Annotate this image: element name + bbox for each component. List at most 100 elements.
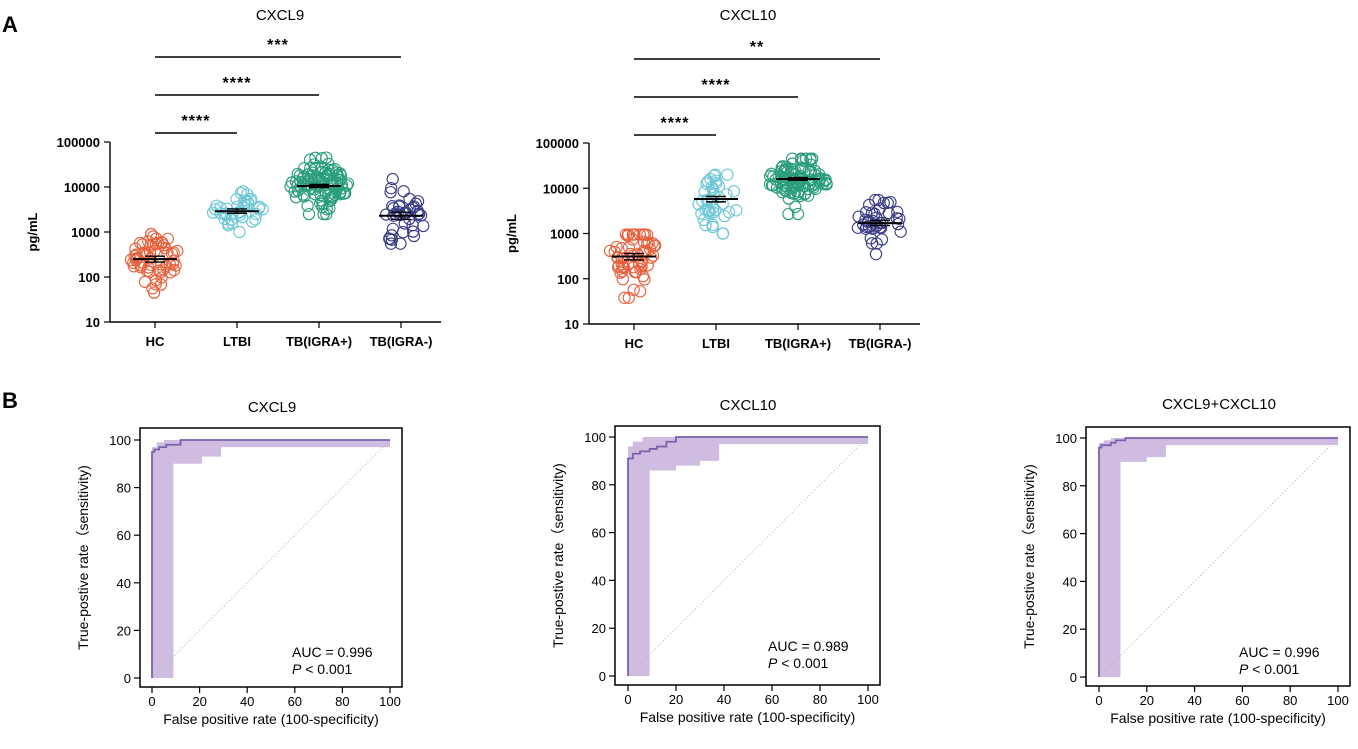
y-tick-label: 80 [117,481,131,496]
p-value: < 0.001 [301,661,352,677]
y-tick-label: 80 [592,478,606,493]
group-hc [603,228,662,304]
y-tick-label: 0 [1070,670,1077,685]
data-point [407,229,421,243]
plot-frame [139,427,403,688]
x-tick-label: TB(IGRA+) [765,336,831,351]
data-point [302,207,316,221]
y-tick-label: 20 [117,623,131,638]
data-point [291,167,304,181]
data-point [616,260,630,273]
dot-plot-cxcl10: CXCL10 10 100 1000 10000 100000 pg/mL HC LTBI TB(… [504,7,920,351]
data-point [870,237,883,250]
data-point [384,186,397,199]
data-point [612,259,625,272]
plot-frame [614,425,881,686]
x-tick-label: 40 [717,692,731,707]
data-point [296,188,310,201]
data-point [627,283,640,296]
data-point [804,152,817,165]
data-point [167,264,181,277]
data-point [233,225,246,239]
data-point [394,237,407,250]
p-symbol: P [292,661,302,677]
x-tick-label: 60 [288,694,302,709]
x-tick-label: 100 [379,694,401,709]
p-symbol: P [768,655,778,671]
data-point [712,180,726,193]
data-point [241,188,254,201]
data-point [294,176,307,189]
data-point [316,177,329,190]
data-point [893,212,906,225]
y-tick-label: 100 [78,270,100,285]
roc-curve [151,439,390,678]
y-tick-label: 100 [557,272,579,287]
reference-diagonal [151,439,391,679]
significance-label: **** [702,77,731,94]
data-point [253,200,266,213]
data-point [316,197,329,210]
y-tick-label: 10 [86,315,100,330]
p-value: < 0.001 [777,655,828,671]
data-point [816,177,829,191]
data-point [413,207,426,220]
significance-label: **** [661,115,690,132]
panel-label-a: A [2,12,18,37]
p-value: < 0.001 [1248,661,1299,677]
auc-label: AUC = 0.996 [1239,644,1320,660]
data-point [289,191,303,204]
data-point [718,210,731,223]
confidence-band [152,440,390,678]
auc-label: AUC = 0.996 [292,644,373,660]
y-axis-label: pg/mL [504,214,519,253]
data-point [869,247,883,261]
x-tick-label: 0 [148,694,155,709]
data-point [703,204,716,218]
data-point [862,198,876,212]
x-tick-label: 20 [1140,693,1154,708]
data-point [636,270,650,283]
data-point [621,229,634,242]
data-point [379,208,393,221]
data-point [891,205,904,219]
data-point [881,196,894,210]
x-tick-label: 100 [1327,693,1349,708]
x-tick-label: TB(IGRA-) [370,334,433,349]
x-tick-label: TB(IGRA+) [286,334,352,349]
data-point [859,213,872,226]
data-point [789,200,802,214]
data-point [891,217,905,231]
data-point [225,217,239,230]
data-point [777,177,790,190]
y-tick-label: 100000 [57,135,100,150]
data-point [637,228,650,241]
data-point [330,166,343,179]
data-point [127,256,140,270]
x-tick-label: LTBI [223,334,251,349]
y-tick-label: 60 [592,526,606,541]
x-axis-label: False positive rate (100-specificity) [1110,710,1326,726]
data-point [246,215,259,228]
x-tick-label: 40 [1187,693,1201,708]
data-point [249,207,263,221]
data-point [134,261,147,274]
data-point [316,171,329,185]
panel-label-b: B [2,388,18,413]
data-point [397,185,410,198]
data-point [646,237,659,250]
data-point [256,203,269,216]
data-point [615,241,628,255]
group-ltbi [206,185,269,239]
dot-plot-cxcl9: CXCL9 10 100 1000 10000 100000 pg/mL HC LTBI TB(I… [25,7,441,349]
data-point [249,213,262,226]
data-point [138,275,152,289]
x-tick-label: 0 [624,692,631,707]
data-point [301,199,314,212]
data-point [616,273,629,286]
data-point [157,239,170,252]
data-point [304,162,317,175]
